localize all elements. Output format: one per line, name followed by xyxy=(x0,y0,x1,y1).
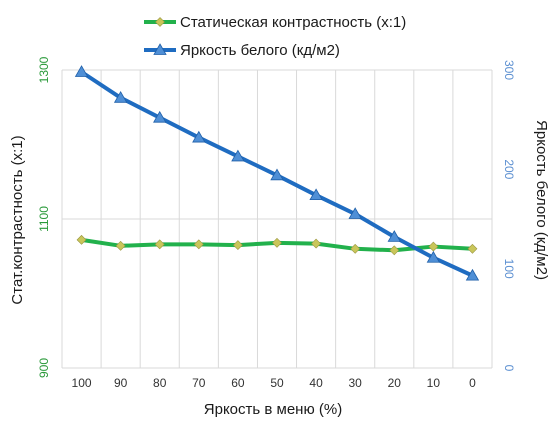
right-tick-label: 100 xyxy=(502,259,516,279)
contrast-data-point xyxy=(272,237,282,248)
x-tick-label: 40 xyxy=(309,376,323,390)
contrast-data-point xyxy=(428,241,439,252)
brightness-data-point xyxy=(74,65,89,77)
right-tick-label: 300 xyxy=(502,60,516,80)
contrast-data-point xyxy=(467,243,478,254)
contrast-data-point xyxy=(389,245,400,256)
contrast-data-point xyxy=(115,240,126,251)
brightness-data-point xyxy=(192,130,206,143)
x-tick-label: 30 xyxy=(349,376,363,390)
series-layer xyxy=(74,65,480,281)
contrast-data-point xyxy=(193,239,204,250)
right-tick-label: 0 xyxy=(502,365,516,372)
legend-label: Яркость белого (кд/м2) xyxy=(180,42,340,59)
gridlines xyxy=(61,69,493,369)
x-tick-label: 90 xyxy=(114,376,128,390)
x-tick-label: 50 xyxy=(270,376,284,390)
x-tick-label: 60 xyxy=(231,376,245,390)
x-tick-label: 0 xyxy=(469,376,476,390)
brightness-data-point xyxy=(387,230,401,242)
x-tick-label: 10 xyxy=(427,376,441,390)
legend-marker xyxy=(153,43,167,55)
left-tick-label: 900 xyxy=(37,358,51,378)
brightness-data-point xyxy=(348,207,362,219)
brightness-data-point xyxy=(113,91,128,103)
brightness-data-point xyxy=(270,168,284,181)
brightness-data-point xyxy=(231,149,245,162)
left-tick-label: 1100 xyxy=(37,206,51,232)
contrast-data-point xyxy=(350,243,361,254)
x-tick-label: 80 xyxy=(153,376,167,390)
contrast-data-point xyxy=(154,239,165,250)
legend-marker xyxy=(155,17,165,27)
right-axis-title: Яркость белого (кд/м2) xyxy=(533,120,550,280)
contrast-data-point xyxy=(232,240,243,250)
legend-label: Статическая контрастность (x:1) xyxy=(180,14,406,31)
x-axis-ticks: 100 90 80 70 60 50 40 30 20 10 0 xyxy=(72,376,477,390)
brightness-data-point xyxy=(309,188,323,201)
legend: Статическая контрастность (x:1) Яркость б… xyxy=(144,14,406,59)
brightness-data-point xyxy=(465,268,480,281)
right-tick-label: 200 xyxy=(502,159,516,179)
right-axis-ticks: 0 100 200 300 xyxy=(502,60,516,372)
x-tick-label: 100 xyxy=(72,376,92,390)
contrast-data-point xyxy=(76,234,87,245)
left-axis-title: Стат.контрастность (x:1) xyxy=(9,135,26,304)
x-tick-label: 70 xyxy=(192,376,206,390)
brightness-data-point xyxy=(426,250,441,263)
contrast-data-point xyxy=(311,238,322,249)
x-tick-label: 20 xyxy=(388,376,402,390)
brightness-data-point xyxy=(153,110,167,123)
left-tick-label: 1300 xyxy=(37,56,51,83)
left-axis-ticks: 900 1100 1300 xyxy=(37,56,51,378)
x-axis-title: Яркость в меню (%) xyxy=(204,401,342,418)
